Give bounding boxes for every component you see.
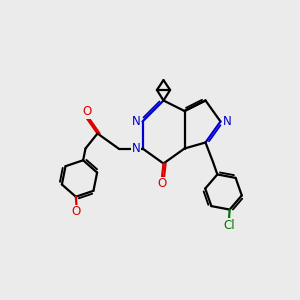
Text: N: N [131,142,140,155]
Text: Cl: Cl [223,219,235,232]
Text: N: N [131,115,140,128]
Text: O: O [158,177,166,190]
Text: N: N [223,115,232,128]
Text: O: O [72,205,81,218]
Text: O: O [82,105,91,119]
